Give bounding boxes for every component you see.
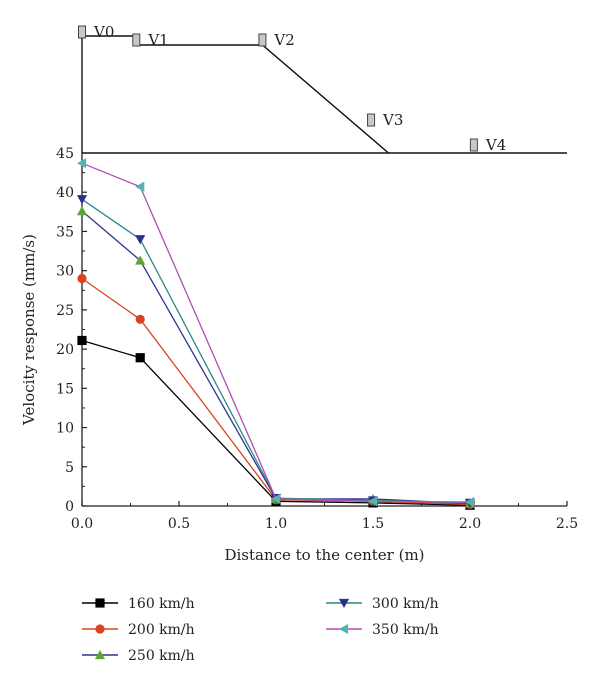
sensor-v3-marker	[367, 113, 376, 127]
embankment-profile	[81, 35, 389, 154]
embankment-schematic: V0 V1 V2 V3 V4	[78, 23, 567, 154]
data-point	[135, 235, 146, 245]
data-point	[464, 497, 475, 508]
legend-item: 350 km/h	[326, 622, 439, 638]
legend-label: 250 km/h	[128, 648, 195, 664]
x-tick-label: 1.0	[265, 516, 287, 532]
y-tick-label: 35	[56, 224, 74, 240]
x-tick-label: 1.5	[362, 516, 384, 532]
y-tick-label: 10	[56, 421, 74, 437]
data-point	[135, 314, 145, 324]
data-point	[77, 335, 87, 346]
chart-axes: 0.0 0.5 1.0 1.5 2.0 2.5 0 5 10 15 20 25 30 35 40 45	[56, 146, 578, 532]
legend-item: 160 km/h	[82, 596, 195, 612]
data-point	[76, 158, 87, 169]
sensor-v1-marker	[132, 33, 141, 47]
legend: 160 km/h 200 km/h 250 km/h 300 km/h 350 km/h	[82, 596, 439, 664]
series-line	[81, 162, 471, 503]
sensor-v1-label: V1	[147, 31, 168, 49]
series-0	[77, 335, 475, 510]
sensor-v0-marker	[78, 25, 86, 39]
y-tick-label: 25	[56, 303, 74, 319]
y-tick-label: 5	[65, 460, 74, 476]
sensor-v2-marker	[258, 33, 267, 47]
x-tick-label: 2.5	[556, 516, 578, 532]
y-axis-title: Velocity response (mm/s)	[20, 234, 38, 426]
x-tick-label: 0.0	[71, 516, 93, 532]
legend-marker	[338, 598, 350, 609]
legend-item: 300 km/h	[326, 596, 439, 612]
legend-label: 300 km/h	[372, 596, 439, 612]
legend-item: 250 km/h	[82, 648, 195, 664]
legend-label: 350 km/h	[372, 622, 439, 638]
x-axis-title: Distance to the center (m)	[224, 546, 424, 564]
y-tick-label: 15	[56, 381, 74, 397]
legend-marker	[94, 649, 106, 660]
y-tick-label: 45	[56, 146, 74, 162]
series-line	[81, 277, 471, 506]
legend-label: 160 km/h	[128, 596, 195, 612]
data-point	[135, 353, 145, 363]
legend-marker	[95, 624, 105, 634]
sensor-v0-label: V0	[93, 23, 114, 41]
x-tick-label: 2.0	[459, 516, 481, 532]
sensor-v4-marker	[469, 138, 478, 152]
legend-label: 200 km/h	[128, 622, 195, 638]
sensor-v3-label: V3	[382, 111, 403, 129]
series-1	[77, 273, 475, 510]
series-3	[76, 195, 476, 508]
x-tick-label: 0.5	[168, 516, 190, 532]
data-point	[270, 493, 281, 504]
series-line	[81, 339, 471, 506]
y-tick-label: 30	[56, 264, 74, 280]
data-point	[76, 205, 88, 216]
legend-item: 200 km/h	[82, 622, 195, 638]
y-tick-label: 40	[56, 185, 74, 201]
series-4	[76, 158, 475, 508]
data-point	[77, 273, 87, 284]
series-layer	[76, 158, 476, 510]
sensor-v2-label: V2	[273, 31, 294, 49]
legend-marker	[95, 598, 105, 608]
legend-marker	[338, 623, 349, 635]
sensor-v4-label: V4	[485, 136, 506, 154]
series-line	[81, 198, 471, 504]
y-tick-label: 0	[65, 499, 74, 515]
data-point	[135, 181, 145, 192]
data-point	[76, 195, 88, 205]
data-point	[367, 496, 378, 507]
y-tick-label: 20	[56, 342, 74, 358]
data-point	[135, 255, 146, 265]
